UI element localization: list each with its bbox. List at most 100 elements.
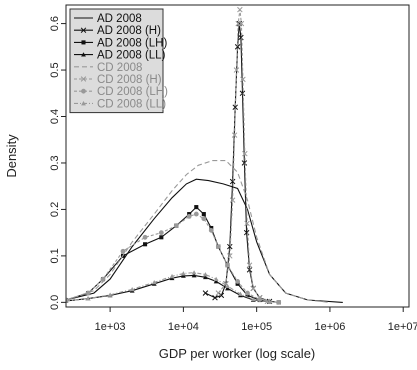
series-line [205, 23, 270, 302]
legend-marker [81, 52, 86, 57]
y-tick-label: 0.6 [49, 16, 61, 31]
legend-item: AD 2008 (LL) [74, 50, 166, 62]
data-point [234, 44, 241, 50]
plot-frame [65, 4, 410, 308]
series-line [66, 160, 330, 303]
data-point [231, 132, 238, 138]
data-point [215, 244, 221, 250]
data-point [186, 214, 192, 219]
legend-label: CD 2008 (LL) [97, 98, 166, 110]
data-point [194, 205, 199, 210]
series-line [66, 206, 279, 303]
data-point [201, 216, 207, 222]
data-point [235, 279, 241, 284]
y-tick-label: 0.2 [49, 202, 61, 217]
legend-marker [80, 27, 87, 33]
legend-item: CD 2008 [74, 62, 142, 74]
data-point [212, 294, 218, 301]
series-2 [202, 20, 273, 305]
legend-item: CD 2008 (LL) [74, 98, 166, 110]
data-point [66, 298, 69, 303]
x-tick-label: 1e+03 [95, 321, 126, 333]
data-point [213, 276, 219, 282]
series-4 [66, 273, 272, 304]
data-point [143, 242, 148, 247]
y-axis-title: Density [4, 134, 19, 178]
x-tick-label: 1e+06 [314, 321, 345, 333]
legend-marker [81, 88, 86, 94]
data-point [244, 220, 250, 227]
data-point [257, 297, 263, 302]
data-point [100, 276, 106, 282]
legend-box [69, 8, 164, 114]
data-point [227, 253, 233, 259]
data-point [232, 104, 238, 110]
data-point [193, 211, 199, 217]
data-point [213, 279, 219, 284]
data-point [173, 223, 179, 229]
data-point [158, 230, 164, 236]
data-point [227, 243, 233, 250]
data-point [225, 283, 230, 289]
data-point [107, 292, 113, 297]
data-point [237, 6, 243, 13]
data-point [159, 235, 164, 240]
data-point [246, 267, 253, 273]
x-tick-label: 1e+04 [168, 321, 199, 333]
data-point [169, 273, 175, 279]
data-point [142, 234, 148, 240]
data-point [245, 290, 250, 296]
data-point [250, 297, 256, 302]
series-line [66, 178, 343, 303]
y-axis: 0.0 0.1 0.2 0.3 0.4 0.5 0.6 [49, 16, 66, 310]
data-point [241, 160, 248, 166]
series-8 [66, 270, 272, 304]
data-point [276, 299, 282, 305]
data-point [250, 285, 257, 292]
data-point [246, 262, 253, 268]
y-tick-label: 0.1 [49, 248, 61, 263]
data-point [267, 299, 272, 304]
legend-label: CD 2008 [97, 62, 142, 74]
data-point [208, 227, 214, 233]
data-point [191, 270, 197, 275]
series-layer [66, 6, 343, 305]
x-axis: 1e+03 1e+04 1e+05 1e+06 1e+07 [95, 307, 417, 333]
data-point [218, 292, 225, 299]
data-point [201, 212, 206, 217]
data-point [151, 279, 157, 285]
legend-marker [80, 76, 87, 82]
y-tick-label: 0.4 [49, 109, 61, 124]
x-axis-title: GDP per worker (log scale) [159, 346, 316, 361]
series-line [66, 272, 270, 303]
data-point [191, 273, 197, 278]
data-point [225, 262, 230, 268]
series-line [66, 274, 270, 303]
legend-item: CD 2008 (LH) [74, 86, 168, 98]
data-point [203, 274, 208, 280]
data-point [129, 286, 135, 292]
data-point [239, 90, 246, 97]
legend-label: AD 2008 (LH) [97, 37, 167, 49]
data-point [238, 291, 243, 296]
y-tick-label: 0.0 [49, 295, 61, 310]
legend-marker [81, 40, 86, 45]
legend-label: AD 2008 [97, 13, 142, 25]
data-point [225, 286, 230, 291]
x-tick-label: 1e+07 [388, 321, 417, 333]
y-tick-label: 0.3 [49, 155, 61, 170]
data-point [229, 178, 236, 185]
data-point [120, 248, 126, 254]
legend-label: AD 2008 (H) [97, 25, 161, 37]
legend-marker [81, 101, 86, 106]
data-point [229, 197, 236, 203]
legend-item: AD 2008 (H) [74, 25, 161, 37]
series-1 [66, 178, 343, 303]
y-tick-label: 0.5 [49, 62, 61, 77]
data-point [85, 296, 91, 301]
legend-label: AD 2008 (LL) [97, 50, 166, 62]
series-5 [66, 160, 330, 303]
data-point [215, 290, 222, 296]
legend-item: AD 2008 (LH) [74, 37, 167, 49]
